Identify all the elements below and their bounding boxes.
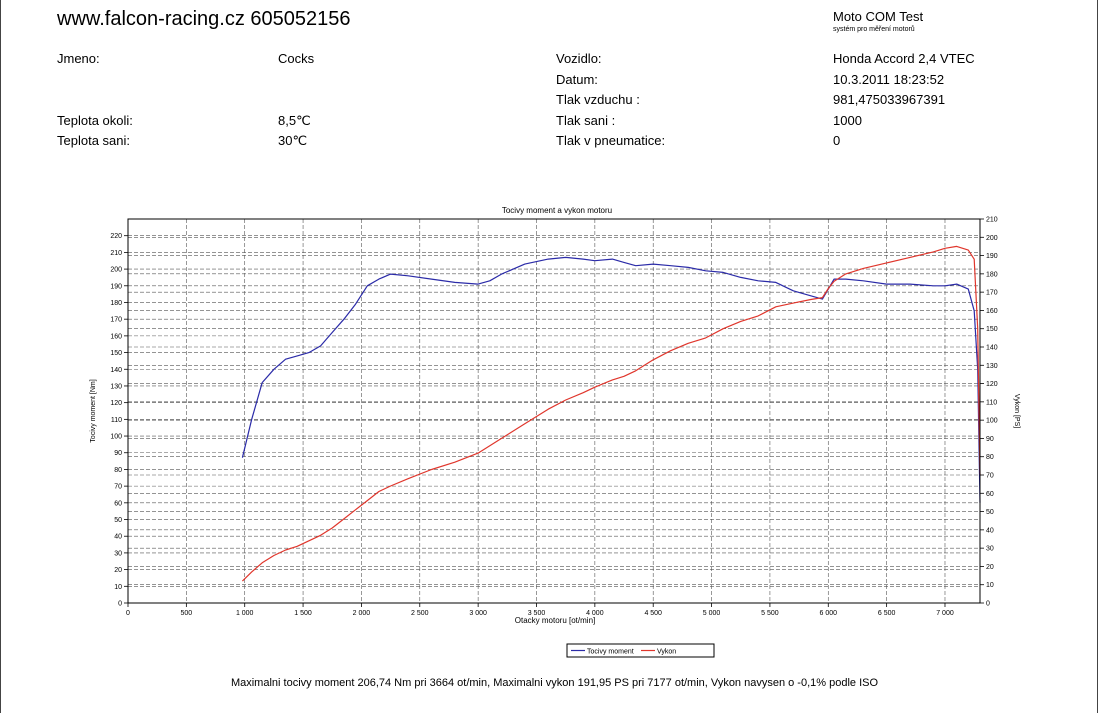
axis-ticks: 0102030405060708090100110120130140150160… xyxy=(110,217,997,618)
y-left-tick-label: 110 xyxy=(111,417,122,424)
y-axis-left-label: Tocivy moment [Nm] xyxy=(90,379,97,442)
x-tick-label: 1 500 xyxy=(294,610,312,617)
x-tick-label: 500 xyxy=(181,610,193,617)
plot-frame xyxy=(127,218,981,604)
x-tick-label: 6 500 xyxy=(878,610,896,617)
chart-title: Tocivy moment a vykon motoru xyxy=(502,206,612,215)
y-right-tick-label: 90 xyxy=(986,436,994,443)
y-right-tick-label: 0 xyxy=(986,601,990,608)
datum-value: 10.3.2011 18:23:52 xyxy=(833,72,945,87)
y-left-tick-label: 190 xyxy=(110,283,122,290)
y-right-tick-label: 80 xyxy=(986,454,994,461)
tlak-pneumatice-label: Tlak v pneumatice: xyxy=(556,133,666,148)
y-left-tick-label: 180 xyxy=(110,300,122,307)
y-right-tick-label: 130 xyxy=(986,363,998,370)
jmeno-label: Jmeno: xyxy=(57,51,100,66)
y-left-tick-label: 80 xyxy=(114,467,122,474)
y-right-tick-label: 100 xyxy=(986,418,998,425)
x-tick-label: 7 000 xyxy=(936,610,954,617)
series-lines xyxy=(241,245,981,582)
x-tick-label: 5 000 xyxy=(703,610,721,617)
y-right-tick-label: 40 xyxy=(986,527,994,534)
legend-label-torque: Tocivy moment xyxy=(587,649,634,656)
y-left-tick-label: 30 xyxy=(114,550,122,557)
x-tick-label: 2 500 xyxy=(411,610,429,617)
y-left-tick-label: 0 xyxy=(118,601,122,608)
jmeno-value: Cocks xyxy=(278,51,315,66)
teplota-okoli-label: Teplota okoli: xyxy=(57,113,133,128)
y-right-tick-label: 210 xyxy=(986,217,998,224)
y-left-tick-label: 150 xyxy=(110,350,122,357)
tlak-sani-value: 1000 xyxy=(833,113,862,128)
y-right-tick-label: 190 xyxy=(986,253,998,260)
y-left-tick-label: 50 xyxy=(114,517,122,524)
y-right-tick-label: 110 xyxy=(986,399,997,406)
teplota-sani-value: 30℃ xyxy=(278,133,308,148)
y-right-tick-label: 30 xyxy=(986,546,994,553)
y-left-tick-label: 140 xyxy=(110,367,122,374)
y-left-tick-label: 60 xyxy=(114,500,122,507)
x-tick-label: 0 xyxy=(126,610,130,617)
y-right-tick-label: 10 xyxy=(986,582,994,589)
x-tick-label: 6 000 xyxy=(820,610,838,617)
legend-label-power: Vykon xyxy=(657,649,676,656)
y-left-tick-label: 160 xyxy=(110,333,122,340)
y-right-tick-label: 20 xyxy=(986,564,994,571)
x-tick-label: 3 500 xyxy=(528,610,546,617)
x-tick-label: 4 000 xyxy=(586,610,604,617)
summary-footer: Maximalni tocivy moment 206,74 Nm pri 36… xyxy=(230,677,879,689)
y-right-tick-label: 160 xyxy=(986,308,998,315)
tlak-sani-label: Tlak sani : xyxy=(556,113,616,128)
y-right-tick-label: 70 xyxy=(986,473,994,480)
teplota-sani-label: Teplota sani: xyxy=(57,133,130,148)
x-axis-label: Otacky motoru [ot/min] xyxy=(515,616,595,625)
y-left-tick-label: 120 xyxy=(110,400,122,407)
y-left-tick-label: 210 xyxy=(110,250,122,257)
x-tick-label: 1 000 xyxy=(236,610,254,617)
y-left-tick-label: 70 xyxy=(114,484,122,491)
y-right-tick-label: 150 xyxy=(986,326,998,333)
tlak-pneumatice-value: 0 xyxy=(833,133,841,148)
brand-subtitle: systém pro měření motorů xyxy=(833,26,915,33)
x-tick-label: 2 000 xyxy=(353,610,371,617)
y-axis-right-label: Vykon [PS] xyxy=(1013,394,1020,428)
y-right-tick-label: 50 xyxy=(986,509,994,516)
vozidlo-value: Honda Accord 2,4 VTEC xyxy=(833,51,975,66)
y-left-tick-label: 10 xyxy=(114,584,122,591)
y-left-tick-label: 20 xyxy=(114,567,122,574)
power-line xyxy=(241,245,981,582)
y-right-tick-label: 60 xyxy=(986,491,994,498)
y-left-tick-label: 170 xyxy=(110,317,122,324)
y-left-tick-label: 220 xyxy=(110,233,122,240)
y-right-tick-label: 200 xyxy=(986,235,998,242)
x-tick-label: 5 500 xyxy=(761,610,779,617)
grid xyxy=(128,219,980,603)
legend-box xyxy=(566,643,715,658)
tlak-vzduchu-value: 981,475033967391 xyxy=(833,92,946,107)
y-left-tick-label: 40 xyxy=(114,534,122,541)
brand-title: Moto COM Test xyxy=(833,9,924,24)
y-left-tick-label: 100 xyxy=(110,434,122,441)
tlak-vzduchu-label: Tlak vzduchu : xyxy=(556,92,640,107)
y-left-tick-label: 90 xyxy=(114,450,122,457)
vozidlo-label: Vozidlo: xyxy=(556,51,602,66)
y-right-tick-label: 120 xyxy=(986,381,998,388)
y-left-tick-label: 200 xyxy=(110,267,122,274)
torque-line xyxy=(241,256,981,503)
y-right-tick-label: 140 xyxy=(986,345,998,352)
datum-label: Datum: xyxy=(556,72,598,87)
y-left-tick-label: 130 xyxy=(110,383,122,390)
x-tick-label: 4 500 xyxy=(644,610,662,617)
site-header: www.falcon-racing.cz 605052156 xyxy=(57,8,351,30)
x-tick-label: 3 000 xyxy=(469,610,487,617)
teplota-okoli-value: 8,5℃ xyxy=(278,113,311,128)
legend: Tocivy moment Vykon xyxy=(566,643,715,658)
y-right-tick-label: 180 xyxy=(986,271,998,278)
y-right-tick-label: 170 xyxy=(986,290,998,297)
